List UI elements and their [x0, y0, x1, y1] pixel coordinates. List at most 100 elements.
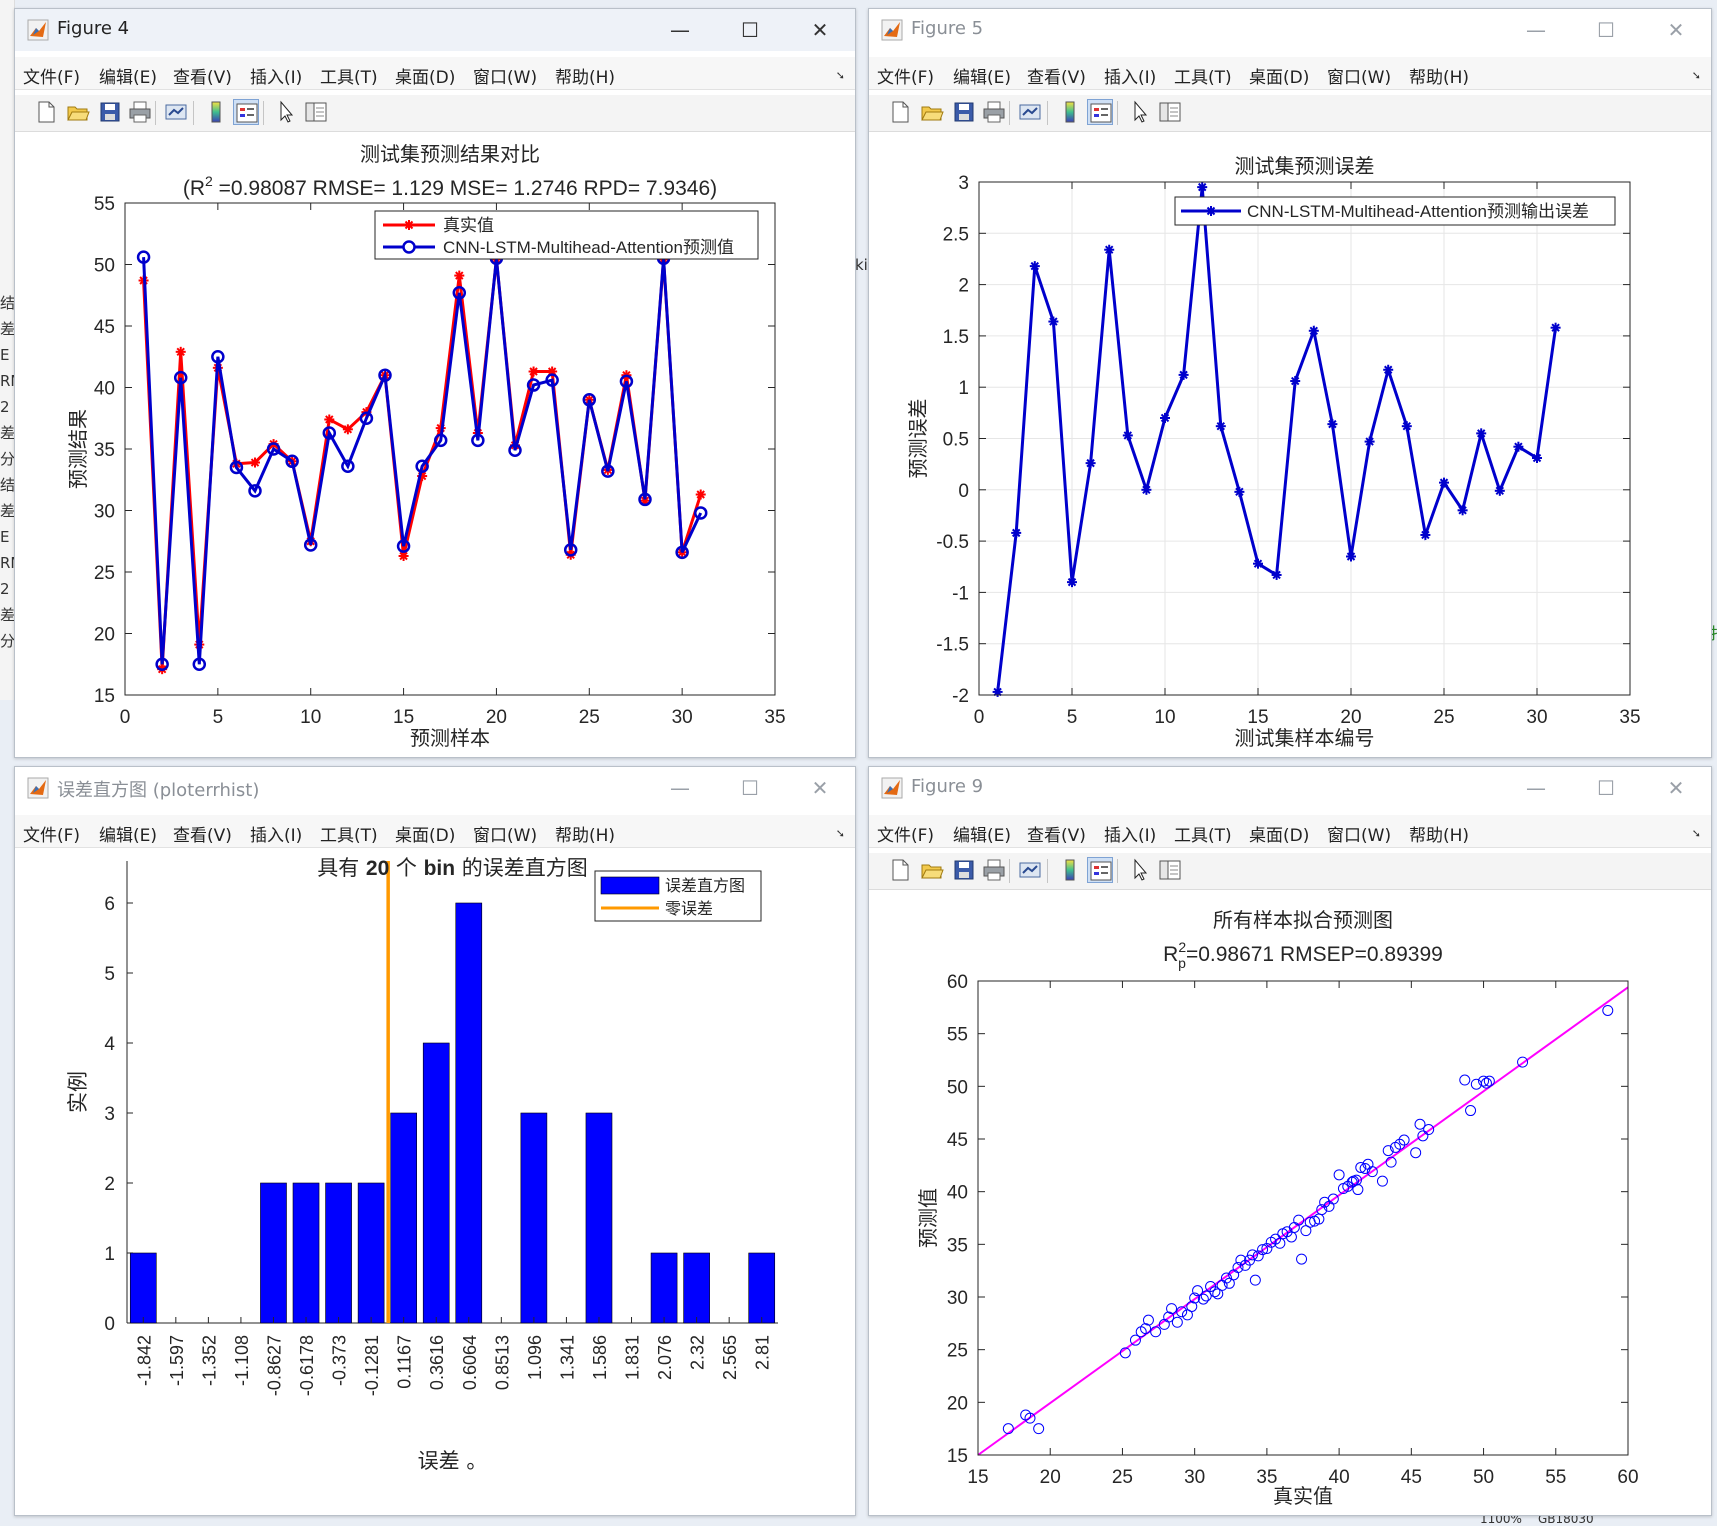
link-button[interactable] — [163, 99, 189, 125]
title-bar[interactable]: Figure 5 — ☐ ✕ — [869, 9, 1711, 51]
menu-view[interactable]: 查看(V) — [1027, 68, 1086, 88]
menu-insert[interactable]: 插入(I) — [250, 68, 303, 88]
menu-edit[interactable]: 编辑(E) — [99, 826, 158, 846]
data-point-circle — [452, 286, 467, 300]
data-point-star — [1420, 529, 1431, 540]
minimize-button[interactable]: — — [670, 18, 690, 42]
menu-edit[interactable]: 编辑(E) — [953, 68, 1012, 88]
link-button[interactable] — [1017, 99, 1043, 125]
x-tick-label: -1.108 — [232, 1335, 252, 1386]
x-tick-label: 15 — [393, 707, 414, 728]
legend-button[interactable] — [1087, 99, 1113, 125]
property-inspector-button[interactable] — [1157, 857, 1183, 883]
menu-edit[interactable]: 编辑(E) — [99, 68, 158, 88]
menu-help[interactable]: 帮助(H) — [555, 68, 616, 88]
histogram-bar — [585, 1112, 613, 1324]
close-button[interactable]: ✕ — [1667, 776, 1685, 800]
link-button[interactable] — [1017, 857, 1043, 883]
menu-tools[interactable]: 工具(T) — [320, 826, 378, 846]
menu-file[interactable]: 文件(F) — [877, 826, 935, 846]
menu-view[interactable]: 查看(V) — [173, 826, 232, 846]
minimize-button[interactable]: — — [1526, 18, 1546, 42]
minimize-button[interactable]: — — [670, 776, 690, 800]
legend-swatch-histogram — [600, 876, 660, 895]
maximize-button[interactable]: ☐ — [1597, 18, 1615, 42]
toolbar-separator — [1117, 101, 1118, 125]
new-figure-button[interactable] — [887, 99, 913, 125]
pointer-button[interactable] — [1127, 857, 1153, 883]
new-figure-button[interactable] — [33, 99, 59, 125]
colorbar-button[interactable] — [1057, 857, 1083, 883]
scatter-point — [1249, 1274, 1261, 1286]
menu-edit[interactable]: 编辑(E) — [953, 826, 1012, 846]
pointer-button[interactable] — [1127, 99, 1153, 125]
menu-file[interactable]: 文件(F) — [877, 68, 935, 88]
print-button[interactable] — [127, 99, 153, 125]
figure-4-window[interactable]: Figure 4 — ☐ ✕ 文件(F) 编辑(E) 查看(V) 插入(I) 工… — [14, 8, 856, 758]
open-file-button[interactable] — [919, 99, 945, 125]
legend-button[interactable] — [1087, 857, 1113, 883]
menu-window[interactable]: 窗口(W) — [1327, 826, 1392, 846]
x-tick-label: -0.1281 — [362, 1335, 382, 1396]
menu-desktop[interactable]: 桌面(D) — [1249, 826, 1310, 846]
menu-insert[interactable]: 插入(I) — [1104, 826, 1157, 846]
menu-tools[interactable]: 工具(T) — [320, 68, 378, 88]
legend-button[interactable] — [233, 99, 259, 125]
open-file-button[interactable] — [65, 99, 91, 125]
save-button[interactable] — [951, 857, 977, 883]
title-bar[interactable]: 误差直方图 (ploterrhist) — ☐ ✕ — [15, 767, 855, 809]
menu-insert[interactable]: 插入(I) — [1104, 68, 1157, 88]
error-histogram-window[interactable]: 误差直方图 (ploterrhist) — ☐ ✕ 文件(F) 编辑(E) 查看… — [14, 766, 856, 1516]
save-button[interactable] — [951, 99, 977, 125]
toolbar-separator — [193, 101, 194, 125]
menu-file[interactable]: 文件(F) — [23, 826, 81, 846]
close-button[interactable]: ✕ — [811, 776, 829, 800]
title-bar[interactable]: Figure 4 — ☐ ✕ — [15, 9, 855, 51]
print-icon — [983, 859, 1005, 881]
figure-9-window[interactable]: Figure 9 — ☐ ✕ 文件(F) 编辑(E) 查看(V) 插入(I) 工… — [868, 766, 1712, 1516]
menu-tools[interactable]: 工具(T) — [1174, 68, 1232, 88]
menu-dock-arrow-icon[interactable]: ➘ — [835, 827, 845, 840]
save-button[interactable] — [97, 99, 123, 125]
print-button[interactable] — [981, 99, 1007, 125]
menu-view[interactable]: 查看(V) — [173, 68, 232, 88]
close-button[interactable]: ✕ — [811, 18, 829, 42]
open-file-button[interactable] — [919, 857, 945, 883]
menu-dock-arrow-icon[interactable]: ➘ — [1691, 827, 1701, 840]
menu-dock-arrow-icon[interactable]: ➘ — [1691, 69, 1701, 82]
menu-window[interactable]: 窗口(W) — [473, 68, 538, 88]
maximize-button[interactable]: ☐ — [741, 18, 759, 42]
property-inspector-button[interactable] — [1157, 99, 1183, 125]
new-figure-button[interactable] — [887, 857, 913, 883]
print-button[interactable] — [981, 857, 1007, 883]
scatter-point — [1410, 1147, 1422, 1159]
close-button[interactable]: ✕ — [1667, 18, 1685, 42]
menu-tools[interactable]: 工具(T) — [1174, 826, 1232, 846]
menu-window[interactable]: 窗口(W) — [1327, 68, 1392, 88]
menu-desktop[interactable]: 桌面(D) — [395, 68, 456, 88]
scatter-point — [1478, 1075, 1490, 1087]
menu-view[interactable]: 查看(V) — [1027, 826, 1086, 846]
maximize-button[interactable]: ☐ — [1597, 776, 1615, 800]
minimize-button[interactable]: — — [1526, 776, 1546, 800]
maximize-button[interactable]: ☐ — [741, 776, 759, 800]
menu-help[interactable]: 帮助(H) — [1409, 826, 1470, 846]
y-tick-label: -1 — [952, 583, 969, 604]
menu-window[interactable]: 窗口(W) — [473, 826, 538, 846]
colorbar-button[interactable] — [203, 99, 229, 125]
menu-help[interactable]: 帮助(H) — [555, 826, 616, 846]
property-inspector-button[interactable] — [303, 99, 329, 125]
menu-help[interactable]: 帮助(H) — [1409, 68, 1470, 88]
figure-5-window[interactable]: Figure 5 — ☐ ✕ 文件(F) 编辑(E) 查看(V) 插入(I) 工… — [868, 8, 1712, 758]
menu-desktop[interactable]: 桌面(D) — [395, 826, 456, 846]
menu-insert[interactable]: 插入(I) — [250, 826, 303, 846]
colorbar-button[interactable] — [1057, 99, 1083, 125]
y-tick-label: 45 — [947, 1130, 968, 1151]
title-bar[interactable]: Figure 9 — ☐ ✕ — [869, 767, 1711, 809]
menu-file[interactable]: 文件(F) — [23, 68, 81, 88]
menu-desktop[interactable]: 桌面(D) — [1249, 68, 1310, 88]
y-tick-label: 6 — [104, 894, 115, 915]
menu-dock-arrow-icon[interactable]: ➘ — [835, 69, 845, 82]
y-tick-label: -0.5 — [936, 532, 969, 553]
pointer-button[interactable] — [273, 99, 299, 125]
